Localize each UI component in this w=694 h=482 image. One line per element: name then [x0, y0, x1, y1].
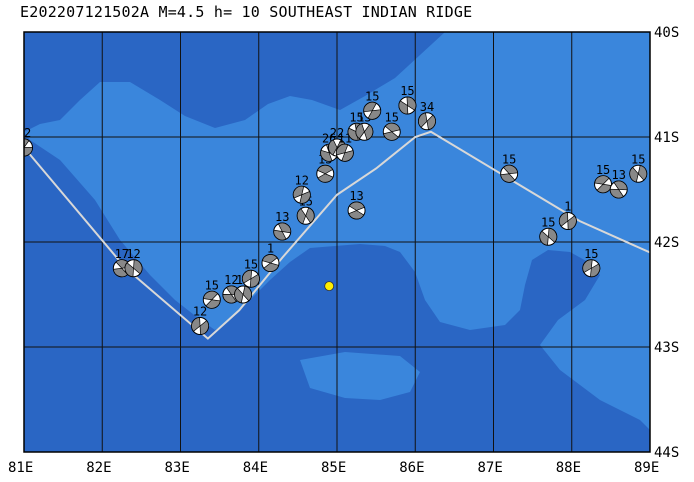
mechanism-label: 15: [365, 89, 379, 103]
epicenter-marker: [324, 281, 335, 292]
focal-mechanism: 15: [500, 152, 519, 183]
focal-mechanism: 13: [609, 168, 628, 199]
lat-tick-label: 43S: [654, 340, 679, 356]
focal-mechanism: 15: [382, 110, 401, 141]
lat-tick-label: 42S: [654, 235, 679, 251]
mechanism-label: 15: [385, 110, 399, 124]
focal-mechanism: 1: [558, 200, 577, 230]
lon-tick-label: 84E: [243, 460, 268, 476]
mechanism-label: 15: [541, 215, 555, 229]
lat-tick-label: 40S: [654, 25, 679, 41]
lat-tick-label: 44S: [654, 445, 679, 461]
focal-mechanism: 12: [191, 305, 210, 335]
mechanism-label: 22: [330, 126, 344, 140]
focal-mechanism: 15: [582, 247, 601, 278]
mechanism-label: 15: [205, 278, 219, 292]
mechanism-label: 13: [611, 168, 625, 182]
focal-mechanism: 15: [629, 152, 648, 183]
plate-boundary: [24, 130, 650, 340]
mechanism-label: 13: [275, 210, 289, 224]
lon-tick-label: 88E: [556, 460, 581, 476]
focal-mechanism: 34: [417, 100, 436, 131]
focal-mechanism: 13: [273, 210, 292, 241]
focal-mechanism: 15: [241, 257, 260, 288]
lat-tick-label: 41S: [654, 130, 679, 146]
mechanism-label: 1: [267, 242, 274, 256]
mechanism-label: 12: [295, 173, 309, 187]
lon-tick-label: 89E: [634, 460, 659, 476]
mechanism-label: 13: [349, 189, 363, 203]
mechanism-label: 12: [193, 305, 207, 319]
mechanism-label: 15: [400, 84, 414, 98]
lon-tick-label: 85E: [321, 460, 346, 476]
mechanism-label: 15: [502, 152, 516, 166]
focal-mechanism: 15: [398, 84, 417, 115]
focal-mechanism: 15: [539, 215, 558, 246]
focal-mechanisms: 1217121215121515113151215262211131515151…: [17, 84, 648, 335]
mechanism-label: 1: [564, 200, 571, 214]
focal-mechanism: 15: [202, 278, 221, 309]
lon-tick-label: 81E: [8, 460, 33, 476]
mechanism-label: 15: [631, 152, 645, 166]
focal-mechanism: 12: [124, 247, 143, 278]
focal-mechanism: 12: [17, 126, 33, 157]
lat-tick-labels: 40S 41S 42S 43S 44S: [654, 25, 679, 461]
focal-mechanism: 1: [261, 242, 280, 272]
focal-mechanism: 12: [292, 173, 311, 204]
lon-tick-labels: 81E 82E 83E 84E 85E 86E 87E 88E 89E: [8, 460, 659, 476]
mechanism-label: 34: [420, 100, 434, 114]
mechanism-label: 12: [224, 273, 238, 287]
mechanism-label: 15: [244, 257, 258, 271]
mechanism-label: 12: [126, 247, 140, 261]
map-frame: [23, 31, 651, 453]
focal-mechanism: 15: [594, 163, 613, 194]
mechanism-label: 12: [17, 126, 31, 140]
mechanism-label: 15: [349, 110, 363, 124]
lon-tick-label: 87E: [478, 460, 503, 476]
focal-mechanism: 15: [355, 110, 374, 141]
lon-tick-label: 82E: [86, 460, 111, 476]
focal-mechanism: 13: [347, 189, 366, 220]
lon-tick-label: 86E: [399, 460, 424, 476]
focal-mechanism: 15: [363, 89, 382, 120]
lon-tick-label: 83E: [165, 460, 190, 476]
event-title: E202207121502A M=4.5 h= 10 SOUTHEAST IND…: [20, 3, 473, 21]
mechanism-label: 15: [596, 163, 610, 177]
mechanism-label: 17: [115, 247, 129, 261]
mechanism-label: 15: [584, 247, 598, 261]
